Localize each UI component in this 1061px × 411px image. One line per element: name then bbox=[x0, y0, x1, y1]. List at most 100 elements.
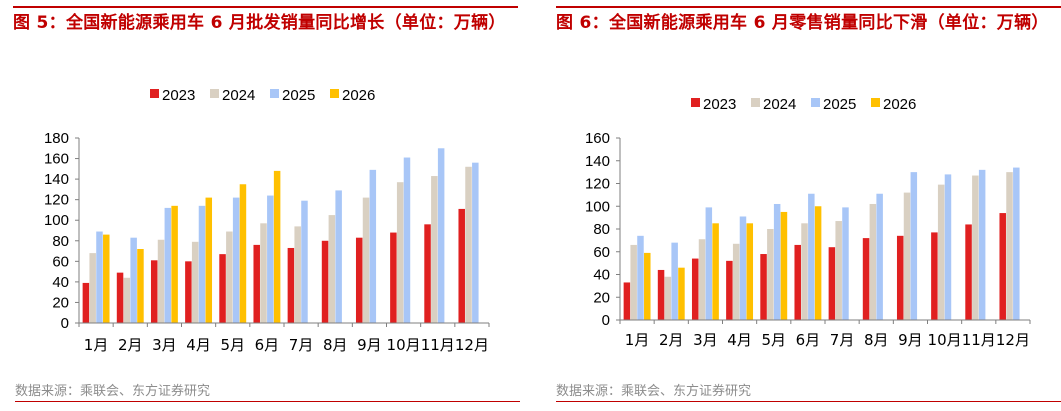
bar-2024-1 bbox=[89, 253, 96, 323]
bar-2026-1 bbox=[103, 234, 110, 323]
x-tick-label: 4月 bbox=[727, 331, 752, 349]
bar-2023-7 bbox=[828, 247, 836, 320]
y-tick-label: 140 bbox=[585, 153, 610, 170]
bar-2023-10 bbox=[390, 232, 397, 323]
bar-2025-5 bbox=[773, 203, 781, 320]
legend-swatch-2023 bbox=[691, 98, 700, 107]
y-tick-label: 20 bbox=[52, 294, 69, 311]
bar-2024-12 bbox=[465, 166, 472, 323]
chart-title: 图 5：全国新能源乘用车 6 月批发销量同比增长（单位：万辆） bbox=[13, 6, 518, 37]
legend-swatch-2024 bbox=[751, 98, 760, 107]
bar-2024-7 bbox=[294, 226, 301, 323]
bar-2023-8 bbox=[862, 238, 870, 320]
legend-swatch-2026 bbox=[330, 89, 339, 98]
bar-2025-1 bbox=[637, 235, 644, 320]
x-tick-label: 7月 bbox=[830, 331, 855, 349]
legend-swatch-2025 bbox=[811, 98, 820, 107]
chart-panel-retail: 图 6：全国新能源乘用车 6 月零售销量同比下滑（单位：万辆） 0 20 40 60 8… bbox=[541, 0, 1061, 411]
y-tick-label: 100 bbox=[585, 198, 610, 215]
bar-2025-4 bbox=[198, 205, 206, 323]
bar-2024-8 bbox=[869, 203, 877, 320]
bar-2024-5 bbox=[767, 229, 774, 320]
x-tick-label: 8月 bbox=[323, 336, 348, 354]
bar-2025-4 bbox=[739, 216, 747, 320]
y-tick-label: 0 bbox=[602, 312, 610, 329]
bar-2024-7 bbox=[835, 221, 842, 320]
bar-2023-9 bbox=[355, 237, 363, 323]
bar-2024-1 bbox=[630, 244, 637, 320]
x-tick-label: 1月 bbox=[625, 331, 650, 349]
bar-2026-6 bbox=[273, 170, 281, 323]
x-tick-label: 10月 bbox=[387, 336, 421, 354]
bar-2023-8 bbox=[321, 240, 329, 323]
x-tick-label: 10月 bbox=[928, 331, 962, 349]
y-tick-label: 80 bbox=[52, 233, 69, 250]
bar-2025-6 bbox=[808, 193, 815, 320]
x-tick-label: 4月 bbox=[186, 336, 211, 354]
bar-2023-2 bbox=[116, 272, 124, 323]
bar-2024-11 bbox=[972, 175, 979, 320]
bar-2023-4 bbox=[726, 260, 733, 320]
legend-swatch-2025 bbox=[270, 89, 279, 98]
legend-label-2024: 2024 bbox=[763, 96, 796, 113]
bar-2025-3 bbox=[164, 207, 172, 323]
x-tick-label: 2月 bbox=[118, 336, 143, 354]
bar-2023-3 bbox=[691, 258, 699, 320]
bar-2024-3 bbox=[157, 239, 165, 323]
bar-2025-12 bbox=[1013, 167, 1020, 320]
bar-2025-7 bbox=[301, 200, 308, 323]
y-tick-label: 180 bbox=[44, 130, 69, 147]
x-tick-label: 5月 bbox=[220, 336, 245, 354]
bar-2024-3 bbox=[698, 239, 706, 320]
x-tick-label: 6月 bbox=[255, 336, 280, 354]
bar-2024-10 bbox=[396, 182, 404, 323]
bar-2026-3 bbox=[171, 205, 178, 323]
bar-2023-4 bbox=[185, 261, 192, 323]
legend-swatch-2026 bbox=[871, 98, 880, 107]
bar-2023-11 bbox=[965, 224, 972, 320]
legend-label-2026: 2026 bbox=[342, 87, 375, 104]
bar-2025-1 bbox=[96, 231, 103, 323]
source-note: 数据来源：乘联会、东方证券研究 bbox=[15, 384, 211, 399]
legend-label-2023: 2023 bbox=[162, 87, 195, 104]
y-tick-label: 80 bbox=[593, 221, 610, 238]
x-tick-label: 9月 bbox=[898, 331, 923, 349]
bar-2025-3 bbox=[705, 207, 713, 320]
divider bbox=[556, 401, 1061, 402]
x-tick-label: 12月 bbox=[996, 331, 1030, 349]
bar-2023-5 bbox=[219, 254, 226, 323]
bar-2023-3 bbox=[150, 260, 158, 323]
bar-2024-10 bbox=[937, 184, 945, 320]
bar-2023-1 bbox=[623, 282, 631, 320]
x-tick-label: 2月 bbox=[659, 331, 684, 349]
bar-2026-5 bbox=[239, 184, 247, 323]
legend-label-2023: 2023 bbox=[703, 96, 736, 113]
x-tick-label: 12月 bbox=[455, 336, 489, 354]
x-tick-label: 11月 bbox=[421, 336, 455, 354]
y-tick-label: 100 bbox=[44, 212, 69, 229]
bar-2023-7 bbox=[287, 247, 295, 323]
y-tick-label: 160 bbox=[585, 130, 610, 147]
y-tick-label: 60 bbox=[593, 244, 610, 261]
bar-2025-10 bbox=[944, 174, 952, 320]
chart-title: 图 6：全国新能源乘用车 6 月零售销量同比下滑（单位：万辆） bbox=[556, 6, 1061, 37]
y-tick-label: 40 bbox=[593, 267, 610, 284]
bar-2024-2 bbox=[664, 276, 672, 320]
bar-2023-9 bbox=[896, 235, 904, 320]
x-tick-label: 3月 bbox=[693, 331, 718, 349]
y-tick-label: 20 bbox=[593, 289, 610, 306]
chart-panel-wholesale: 图 5：全国新能源乘用车 6 月批发销量同比增长（单位：万辆） 0 20 40 60 8… bbox=[0, 0, 520, 411]
bar-2023-10 bbox=[931, 232, 938, 320]
bar-2023-2 bbox=[657, 269, 665, 320]
y-tick-label: 120 bbox=[44, 192, 69, 209]
x-tick-label: 6月 bbox=[796, 331, 821, 349]
bar-2023-6 bbox=[253, 244, 260, 323]
bar-2024-5 bbox=[226, 231, 233, 323]
bar-2025-2 bbox=[130, 237, 137, 323]
bar-2025-8 bbox=[876, 193, 883, 320]
bar-2024-2 bbox=[123, 277, 131, 323]
bar-2023-12 bbox=[458, 208, 465, 323]
bar-2026-4 bbox=[746, 223, 754, 320]
bar-2024-9 bbox=[362, 197, 370, 323]
bar-2023-6 bbox=[794, 244, 801, 320]
